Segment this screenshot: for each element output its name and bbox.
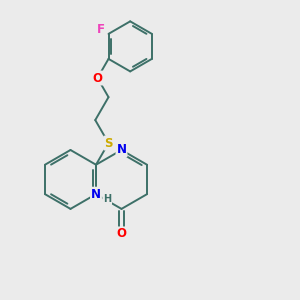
Text: H: H bbox=[103, 194, 111, 205]
Text: S: S bbox=[104, 136, 113, 149]
Text: O: O bbox=[92, 71, 103, 85]
Text: O: O bbox=[116, 227, 127, 240]
Text: F: F bbox=[98, 23, 105, 36]
Text: N: N bbox=[91, 188, 101, 201]
Text: N: N bbox=[116, 143, 127, 157]
